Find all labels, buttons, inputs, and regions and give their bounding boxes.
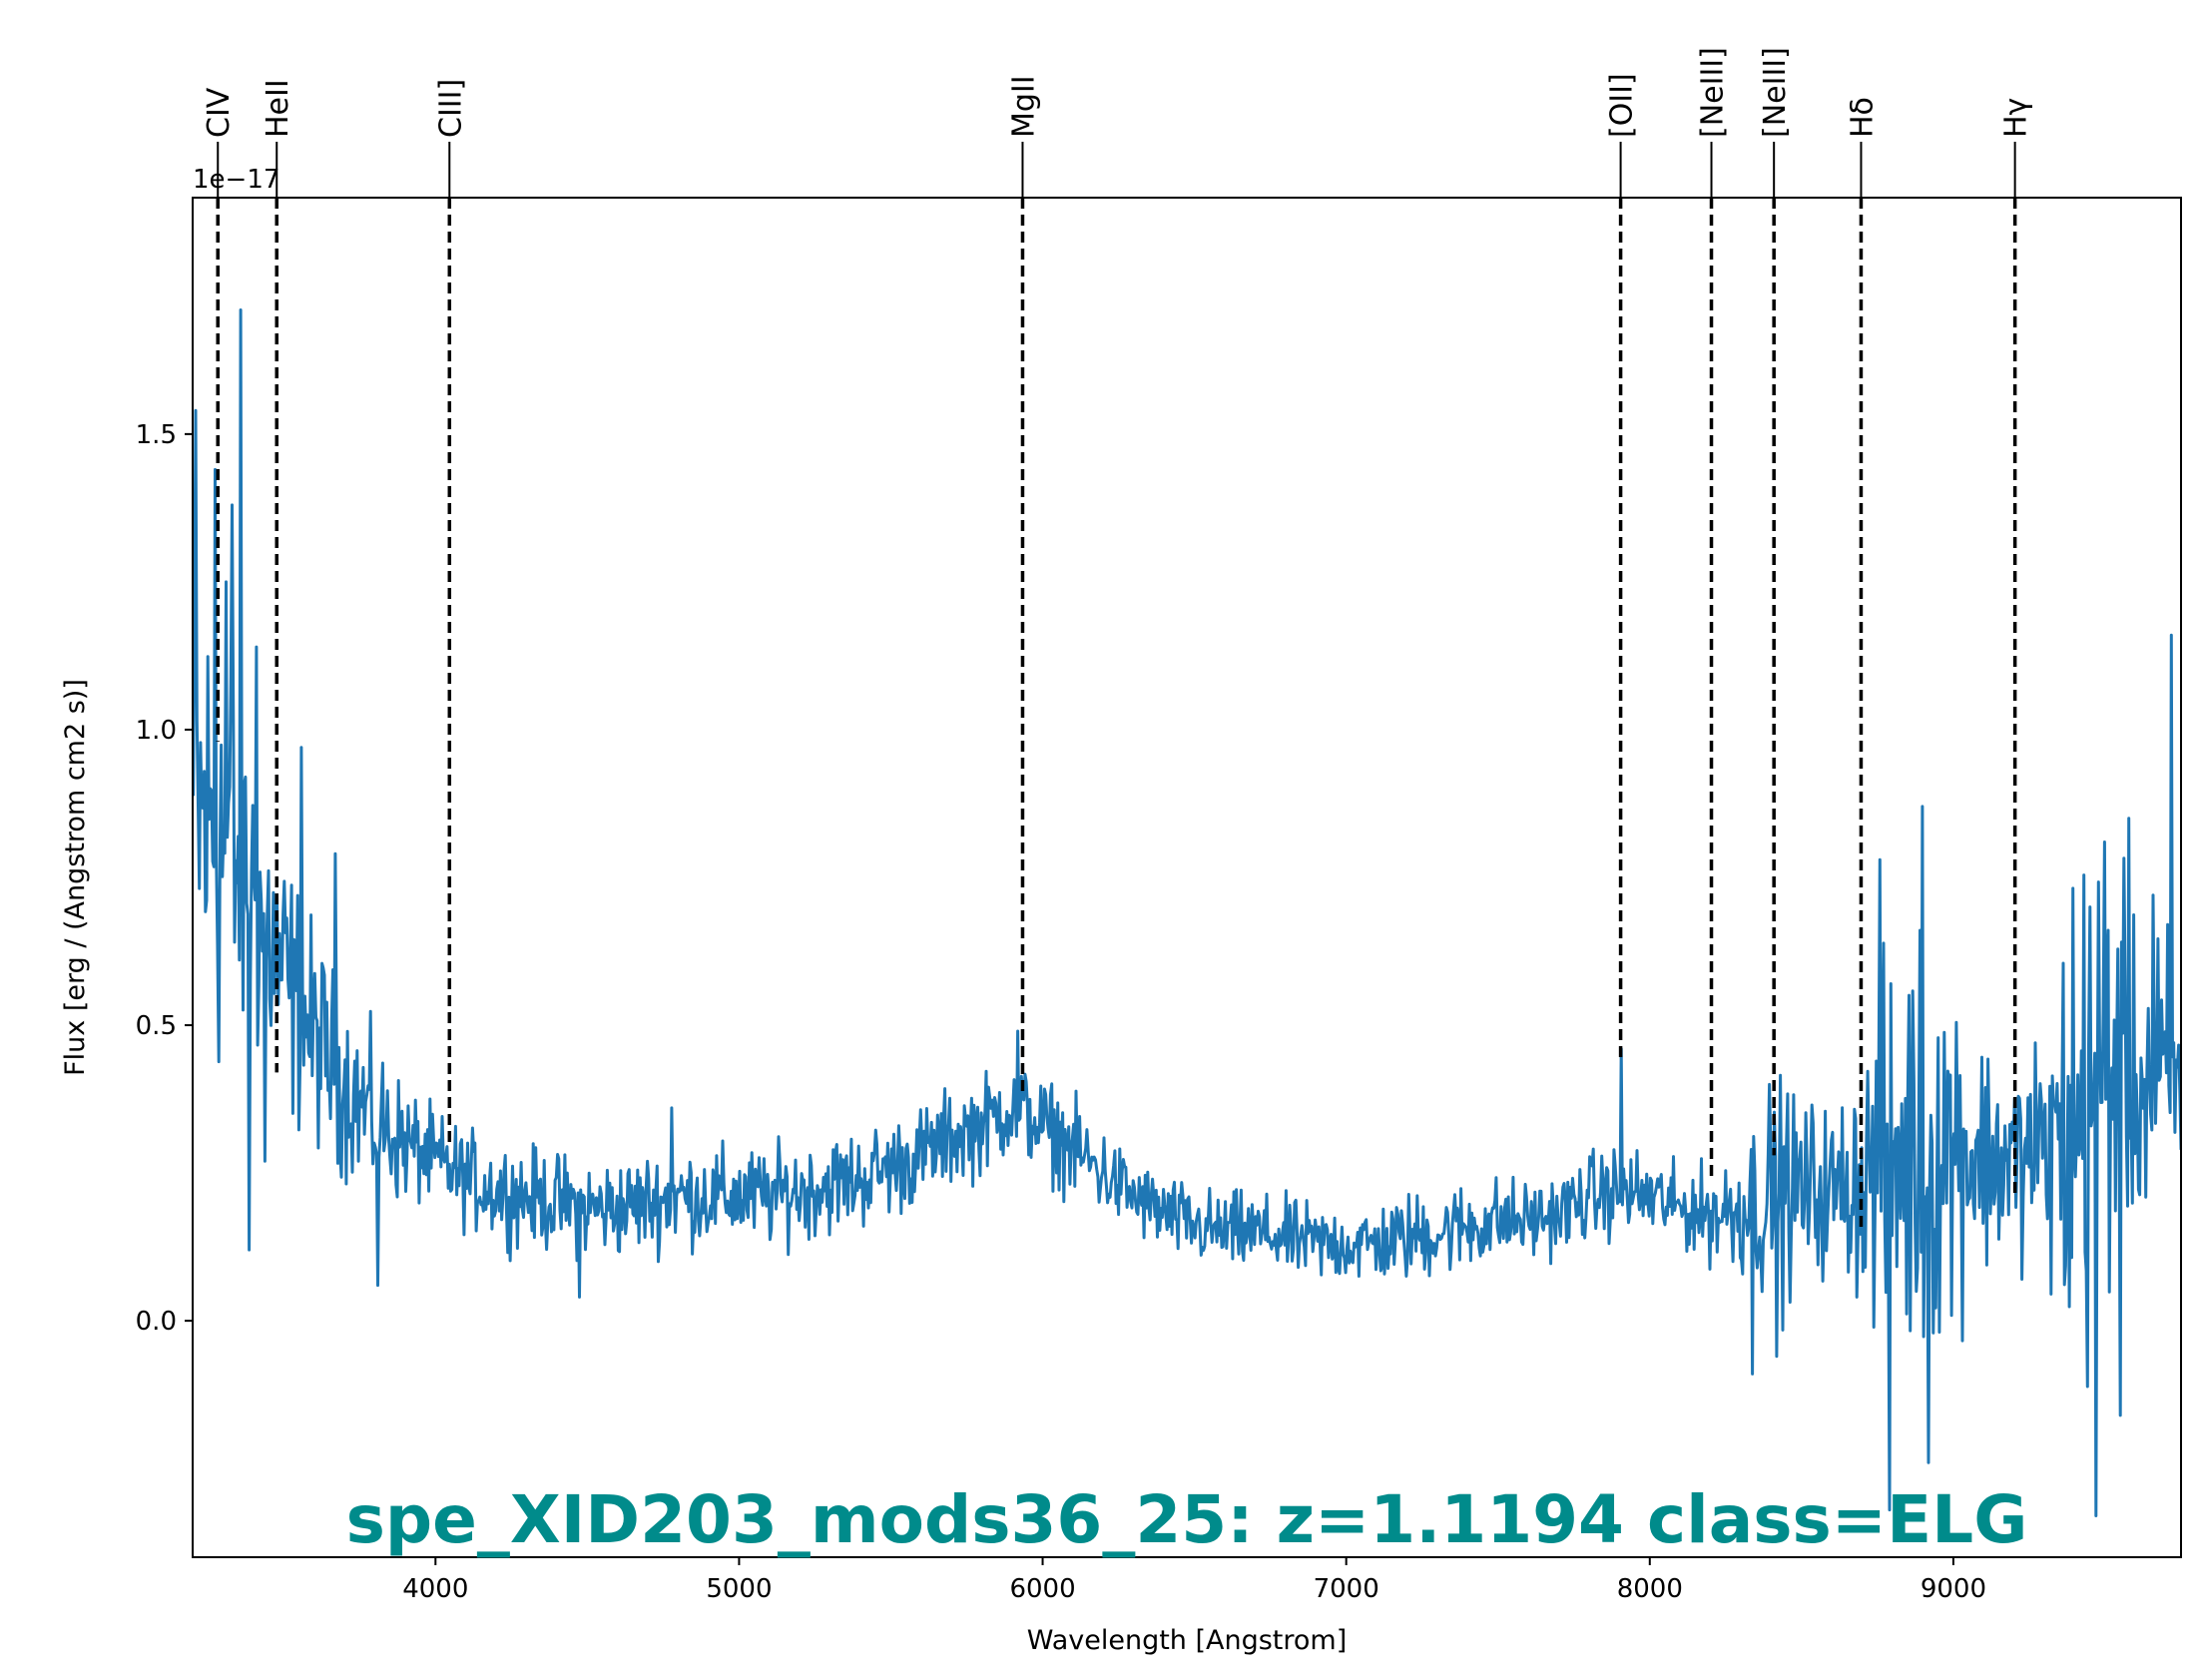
emission-line-marker: Hγ [1999, 98, 2034, 1197]
chart-title: spe_XID203_mods36_25: z=1.1194 class=ELG [346, 1481, 2028, 1558]
y-tick-label: 1.0 [136, 716, 177, 746]
emission-line-label: [NeIII] [1696, 47, 1731, 138]
emission-line-marker: Hδ [1845, 97, 1880, 1233]
spectrum-layer [193, 308, 2181, 1517]
emission-line-label: HeII [261, 79, 295, 138]
ticks-layer: 4000 5000 6000 7000 8000 9000 0.0 0.5 1.0 1.5 [136, 420, 1986, 1604]
emission-line-marker: CIV [202, 87, 237, 742]
emission-line-label: [OII] [1605, 73, 1640, 138]
emission-line-label: [NeIII] [1758, 47, 1793, 138]
emission-line-marker: HeII [261, 79, 295, 1073]
emission-line-marker: [NeIII] [1696, 47, 1731, 1180]
y-tick-label: 0.5 [136, 1011, 177, 1041]
emission-line-marker: CIII] [433, 79, 468, 1144]
x-tick-label: 7000 [1314, 1574, 1379, 1604]
emission-line-label: MgII [1006, 75, 1041, 138]
y-offset-label: 1e−17 [193, 165, 279, 195]
emission-line-label: Hδ [1845, 97, 1880, 138]
emission-line-marker: MgII [1006, 75, 1041, 1097]
emission-line-label: CIV [202, 87, 237, 138]
emission-lines-layer: CIV HeII CIII] MgII [OII] [NeIII] [NeIII] Hδ Hγ [202, 47, 2034, 1233]
emission-line-marker: [OII] [1605, 73, 1640, 1061]
emission-line-label: CIII] [433, 79, 468, 138]
emission-line-label: Hγ [1999, 98, 2034, 138]
y-tick-label: 1.5 [136, 420, 177, 450]
spectrum-line [193, 308, 2181, 1517]
y-axis-label: Flux [erg / (Angstrom cm2 s)] [60, 679, 91, 1076]
plot-frame [192, 197, 2182, 1558]
x-tick-label: 8000 [1617, 1574, 1683, 1604]
x-tick-label: 6000 [1009, 1574, 1075, 1604]
x-axis-label: Wavelength [Angstrom] [1027, 1625, 1348, 1656]
x-tick-label: 5000 [706, 1574, 772, 1604]
emission-line-marker: [NeIII] [1758, 47, 1793, 1156]
x-tick-label: 4000 [402, 1574, 468, 1604]
y-tick-label: 0.0 [136, 1307, 177, 1337]
x-tick-label: 9000 [1921, 1574, 1986, 1604]
